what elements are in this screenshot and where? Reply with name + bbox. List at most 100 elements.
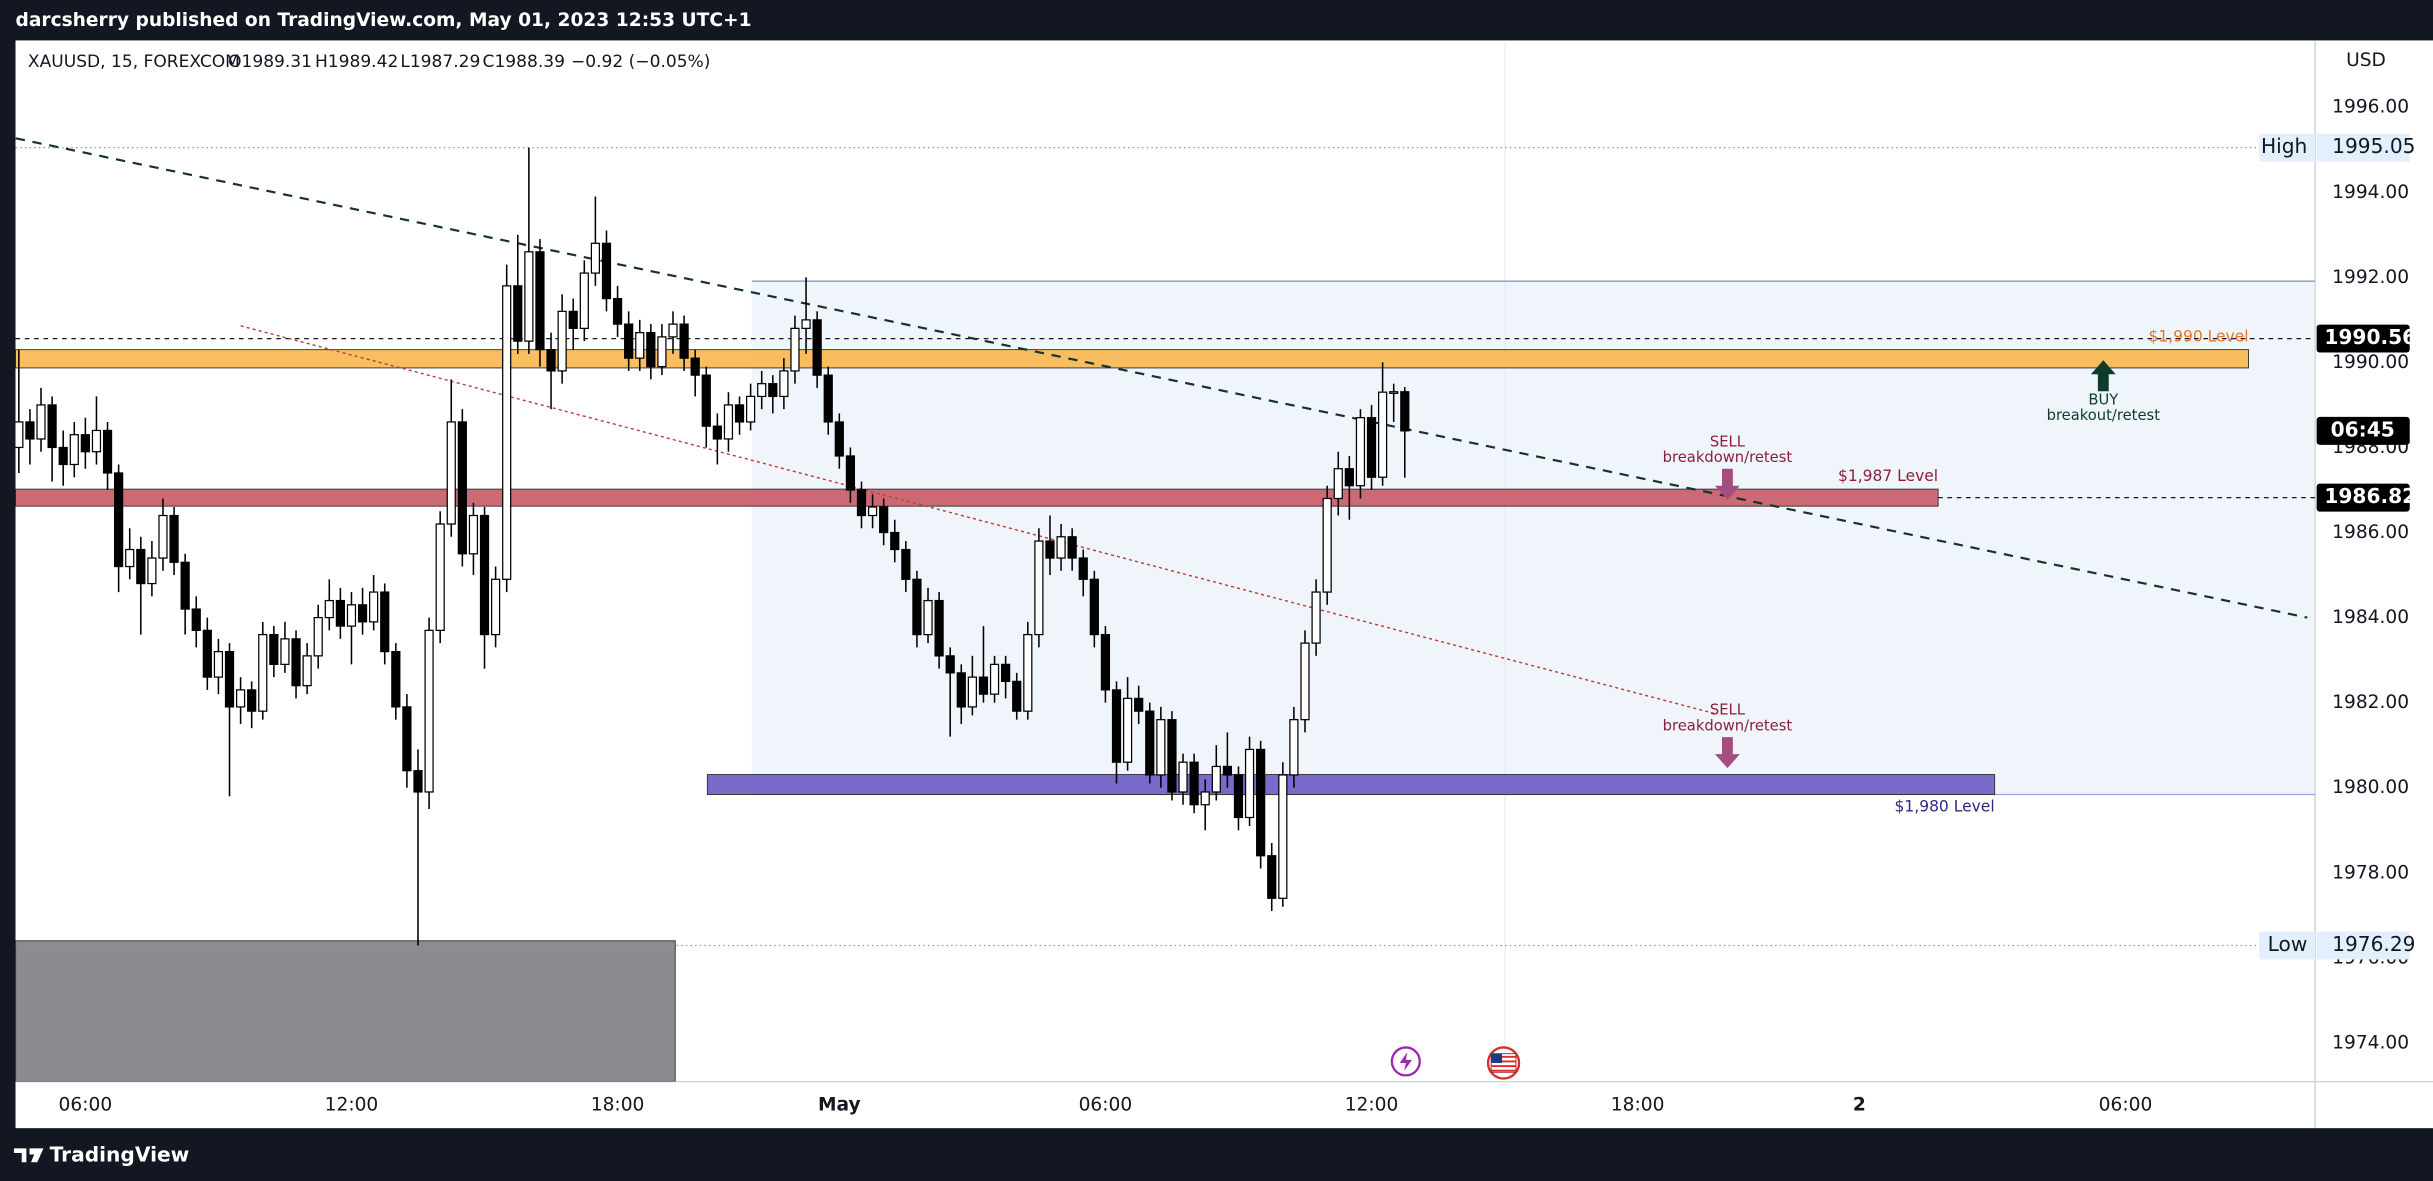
price-badge — [2316, 324, 2410, 353]
candle-body — [490, 578, 501, 636]
candle-body — [114, 472, 124, 568]
candle-body — [1012, 680, 1022, 712]
y-tick-label: 1996.00 — [2332, 97, 2409, 118]
candle-body — [546, 349, 556, 372]
candle-body — [258, 633, 268, 712]
candle-body — [1100, 633, 1111, 691]
price-badge — [2316, 483, 2410, 512]
x-tick-label: 06:00 — [1079, 1094, 1133, 1115]
y-tick-label: 1986.00 — [2332, 522, 2409, 543]
candle-body — [1377, 391, 1388, 478]
publisher: darcsherry published on TradingView.com,… — [16, 10, 752, 31]
candle-body — [967, 676, 977, 708]
candle-body — [612, 297, 623, 325]
candle-body — [502, 285, 512, 580]
candle-body — [391, 650, 401, 708]
candle-body — [1355, 417, 1366, 487]
candle-body — [80, 434, 90, 453]
signal-title: SELL — [1710, 702, 1746, 719]
y-tick-label: 1994.00 — [2332, 182, 2409, 203]
candle-body — [1244, 748, 1255, 819]
extreme-badge — [2316, 133, 2410, 162]
signal-text: breakdown/retest — [1663, 449, 1793, 466]
candle-body — [701, 374, 711, 427]
candle-body — [1134, 697, 1144, 712]
candle-body — [712, 425, 722, 440]
candle-body — [324, 599, 334, 619]
candle-body — [679, 323, 689, 359]
candle-body — [191, 608, 201, 631]
extreme-value: 1976.29 — [2332, 932, 2415, 956]
candle-body — [901, 548, 911, 580]
candle-body — [1189, 761, 1199, 806]
x-tick-label: 18:00 — [591, 1094, 645, 1115]
x-tick-label: 12:00 — [1345, 1094, 1399, 1115]
candle-body — [147, 557, 157, 585]
candle-body — [1067, 536, 1077, 559]
candle-body — [657, 336, 667, 368]
candle-body — [1034, 540, 1044, 636]
candle-body — [557, 310, 567, 372]
price-badge-text: 1990.56 — [2324, 325, 2416, 349]
candle-body — [779, 370, 789, 398]
logo — [13, 1148, 44, 1163]
candle-body — [1045, 540, 1055, 559]
candle-body — [1256, 748, 1266, 857]
candle-body — [15, 421, 24, 449]
candle-body — [834, 421, 844, 457]
legend-high: H1989.42 — [315, 52, 398, 72]
extreme-name: High — [2261, 134, 2307, 158]
candle-body — [1078, 557, 1088, 580]
lightning — [1399, 1052, 1413, 1071]
symbol: XAUUSD, 15, FOREXCOM — [28, 52, 240, 72]
x-tick-label: May — [818, 1094, 861, 1115]
candle-body — [1289, 719, 1299, 776]
candle-body — [36, 404, 46, 440]
candle-body — [446, 421, 456, 525]
candle-body — [125, 548, 135, 568]
candle-body — [668, 323, 678, 338]
candle-body — [1156, 719, 1166, 776]
candle-body — [202, 629, 212, 678]
candle-body — [867, 506, 878, 517]
candle-body — [879, 506, 889, 534]
signal-text: breakdown/retest — [1663, 717, 1793, 734]
y-tick-label: 1992.00 — [2332, 267, 2409, 288]
x-tick-label: 06:00 — [59, 1094, 113, 1115]
candle-body — [624, 323, 634, 359]
overlay: 1974.001976.001978.001980.001982.001984.… — [59, 97, 2417, 1116]
candle-body — [346, 604, 357, 627]
x-tick-label: 06:00 — [2099, 1094, 2153, 1115]
y-tick-label: 1974.00 — [2332, 1032, 2409, 1053]
candle-body — [313, 616, 323, 657]
candle-body — [845, 455, 856, 491]
candle-body — [357, 604, 368, 623]
zone-label: $1,980 Level — [1895, 797, 1995, 815]
candle-body — [601, 242, 612, 300]
candle-body — [1145, 710, 1155, 776]
zone-label: $1,990 Level — [2148, 328, 2248, 346]
candle-body — [380, 591, 390, 653]
legend-low: L1987.29 — [400, 52, 480, 72]
candle-body — [535, 251, 545, 351]
candle-body — [369, 591, 379, 623]
candle-body — [912, 578, 922, 636]
candle-body — [247, 689, 257, 712]
candle-body — [1300, 642, 1310, 721]
event-icons — [1390, 1046, 1521, 1080]
legend-close: C1988.39 — [483, 52, 565, 72]
candle-body — [956, 672, 966, 708]
candle-body — [302, 655, 312, 687]
candle-body — [1366, 417, 1377, 478]
signal-title: BUY — [2088, 392, 2119, 409]
candle-body — [136, 548, 146, 585]
signal-title: SELL — [1710, 433, 1746, 450]
flag-canton — [1491, 1053, 1503, 1063]
candle-body — [801, 319, 811, 329]
candle-body — [1389, 391, 1399, 394]
currency: USD — [2346, 50, 2386, 71]
candle-body — [923, 599, 933, 636]
candle-body — [402, 706, 412, 772]
candle-body — [1233, 774, 1244, 819]
candle-body — [180, 561, 190, 610]
